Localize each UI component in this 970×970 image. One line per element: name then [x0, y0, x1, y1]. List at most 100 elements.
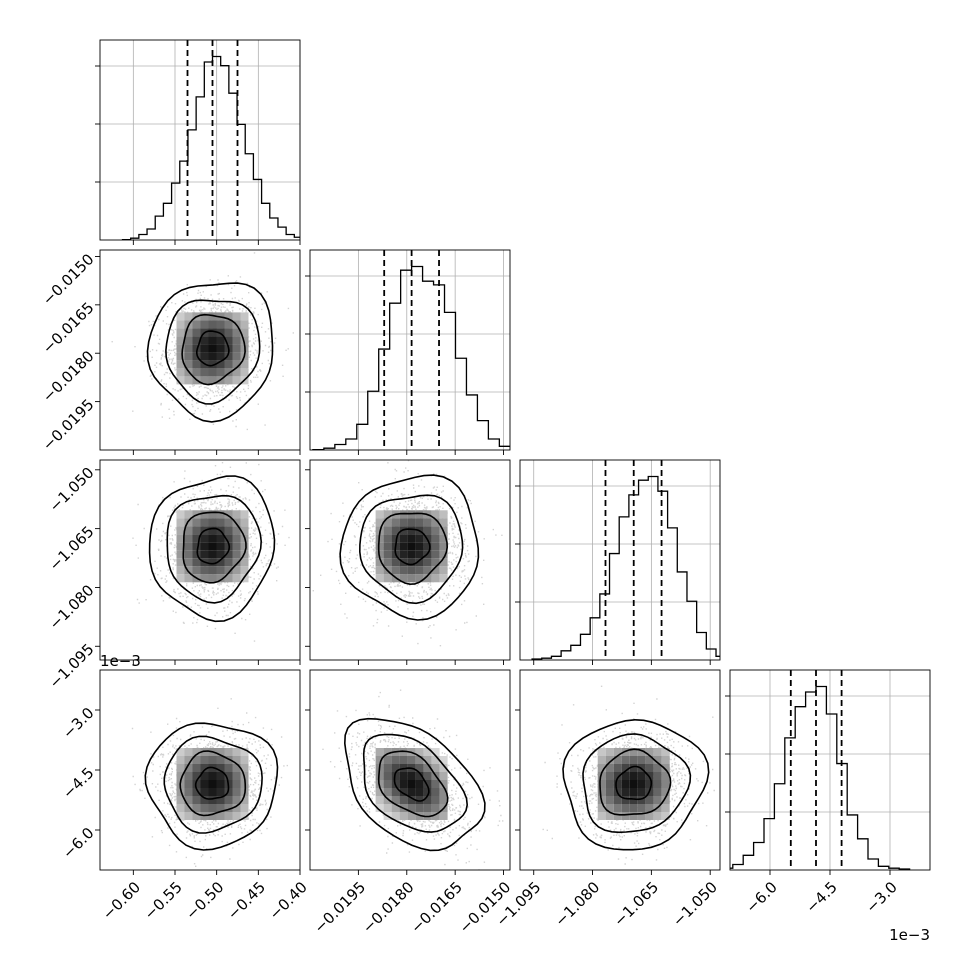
density-cell — [407, 518, 416, 527]
density-cell — [224, 804, 233, 812]
density-cell — [208, 526, 217, 535]
density-cell — [661, 780, 670, 788]
density-cell — [216, 772, 225, 780]
density-cell — [383, 558, 392, 567]
density-cell — [184, 804, 193, 812]
density-cell — [399, 780, 408, 788]
density-cell — [629, 748, 638, 756]
density-cell — [184, 312, 193, 321]
density-cell — [407, 550, 416, 559]
density-cell — [176, 550, 185, 559]
density-cell — [605, 812, 614, 820]
density-cell — [407, 526, 416, 535]
density-cell — [415, 518, 424, 527]
density-cell — [184, 510, 193, 519]
density-cell — [415, 788, 424, 796]
density-cell — [176, 336, 185, 345]
hist-panel-3 — [725, 669, 931, 875]
y-tick-label-1-0: −0.0195 — [39, 395, 98, 454]
density-cell — [200, 510, 209, 519]
density-cell — [208, 360, 217, 369]
density-cell — [192, 566, 201, 575]
y-tick-label-1-3: −0.0150 — [39, 250, 98, 309]
density-cell — [629, 812, 638, 820]
density-cell — [240, 558, 249, 567]
density-cell — [216, 796, 225, 804]
contour-level-1 — [181, 313, 246, 386]
density-cell — [391, 812, 400, 820]
density-cell — [176, 764, 185, 772]
density-cell — [415, 534, 424, 543]
density-cell — [399, 566, 408, 575]
density-cell — [224, 510, 233, 519]
density-cell — [224, 526, 233, 535]
density-cell — [645, 804, 654, 812]
density-cell — [224, 336, 233, 345]
density-cell — [240, 542, 249, 551]
density-cell — [391, 518, 400, 527]
density-cell — [176, 804, 185, 812]
density-cell — [224, 550, 233, 559]
contour-level-0 — [393, 767, 430, 802]
density-cell — [224, 574, 233, 583]
density-cell — [240, 518, 249, 527]
density-cell — [629, 780, 638, 788]
density-cell — [383, 510, 392, 519]
density-cell — [192, 788, 201, 796]
density-cell — [192, 772, 201, 780]
density-cell — [637, 812, 646, 820]
density-cell — [613, 756, 622, 764]
density-cell — [232, 764, 241, 772]
density-cell — [431, 748, 440, 756]
density-cell — [176, 344, 185, 353]
density-cell — [439, 550, 448, 559]
density-cell — [184, 360, 193, 369]
density-cell — [232, 542, 241, 551]
density-cell — [232, 344, 241, 353]
density-cell — [605, 788, 614, 796]
density-cell — [184, 542, 193, 551]
density-cell — [653, 756, 662, 764]
density-cell — [423, 558, 432, 567]
density-cell — [200, 312, 209, 321]
density-cell — [224, 376, 233, 385]
density-cell — [391, 804, 400, 812]
density-cell — [621, 788, 630, 796]
density-cell — [375, 748, 384, 756]
density-cell — [184, 328, 193, 337]
density-cell — [192, 804, 201, 812]
density-cell — [176, 352, 185, 361]
density-cell — [431, 518, 440, 527]
density-cell — [192, 748, 201, 756]
density-cell — [415, 566, 424, 575]
density-cell — [383, 772, 392, 780]
density-cell — [423, 764, 432, 772]
contour-level-3 — [146, 282, 274, 423]
density-cell — [423, 748, 432, 756]
density-cell — [431, 780, 440, 788]
density-cell — [232, 534, 241, 543]
density-cell — [431, 812, 440, 820]
density-cell — [621, 804, 630, 812]
density-cell — [240, 812, 249, 820]
density-cell — [216, 550, 225, 559]
density-cell — [439, 518, 448, 527]
density-cell — [605, 756, 614, 764]
x-tick-label-0-0: −0.60 — [99, 878, 144, 923]
density-cell — [407, 812, 416, 820]
density-cell — [176, 534, 185, 543]
density-cell — [375, 510, 384, 519]
density-cell — [232, 788, 241, 796]
density-cell — [184, 534, 193, 543]
density-cell — [184, 352, 193, 361]
hist-bars-1 — [312, 265, 510, 450]
density-cell — [224, 534, 233, 543]
density-cell — [407, 542, 416, 551]
density-cell — [192, 518, 201, 527]
contour-level-3 — [144, 722, 279, 851]
density-cell — [224, 566, 233, 575]
density-cell — [383, 780, 392, 788]
density-cell — [415, 550, 424, 559]
density-cell — [423, 796, 432, 804]
y-tick-label-2-0: −1.095 — [46, 640, 98, 692]
